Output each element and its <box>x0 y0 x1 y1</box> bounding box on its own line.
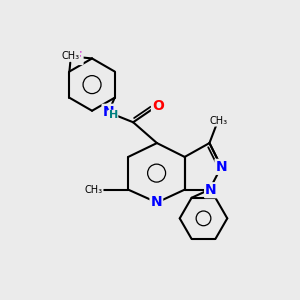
Text: CH₃: CH₃ <box>62 51 80 61</box>
Text: N: N <box>205 183 217 197</box>
Text: N: N <box>151 195 162 209</box>
Text: H: H <box>109 110 118 120</box>
Text: F: F <box>73 50 82 64</box>
Text: CH₃: CH₃ <box>85 184 103 195</box>
Text: CH₃: CH₃ <box>209 116 227 126</box>
Text: N: N <box>215 160 227 174</box>
Text: O: O <box>152 99 164 113</box>
Text: N: N <box>103 105 114 119</box>
